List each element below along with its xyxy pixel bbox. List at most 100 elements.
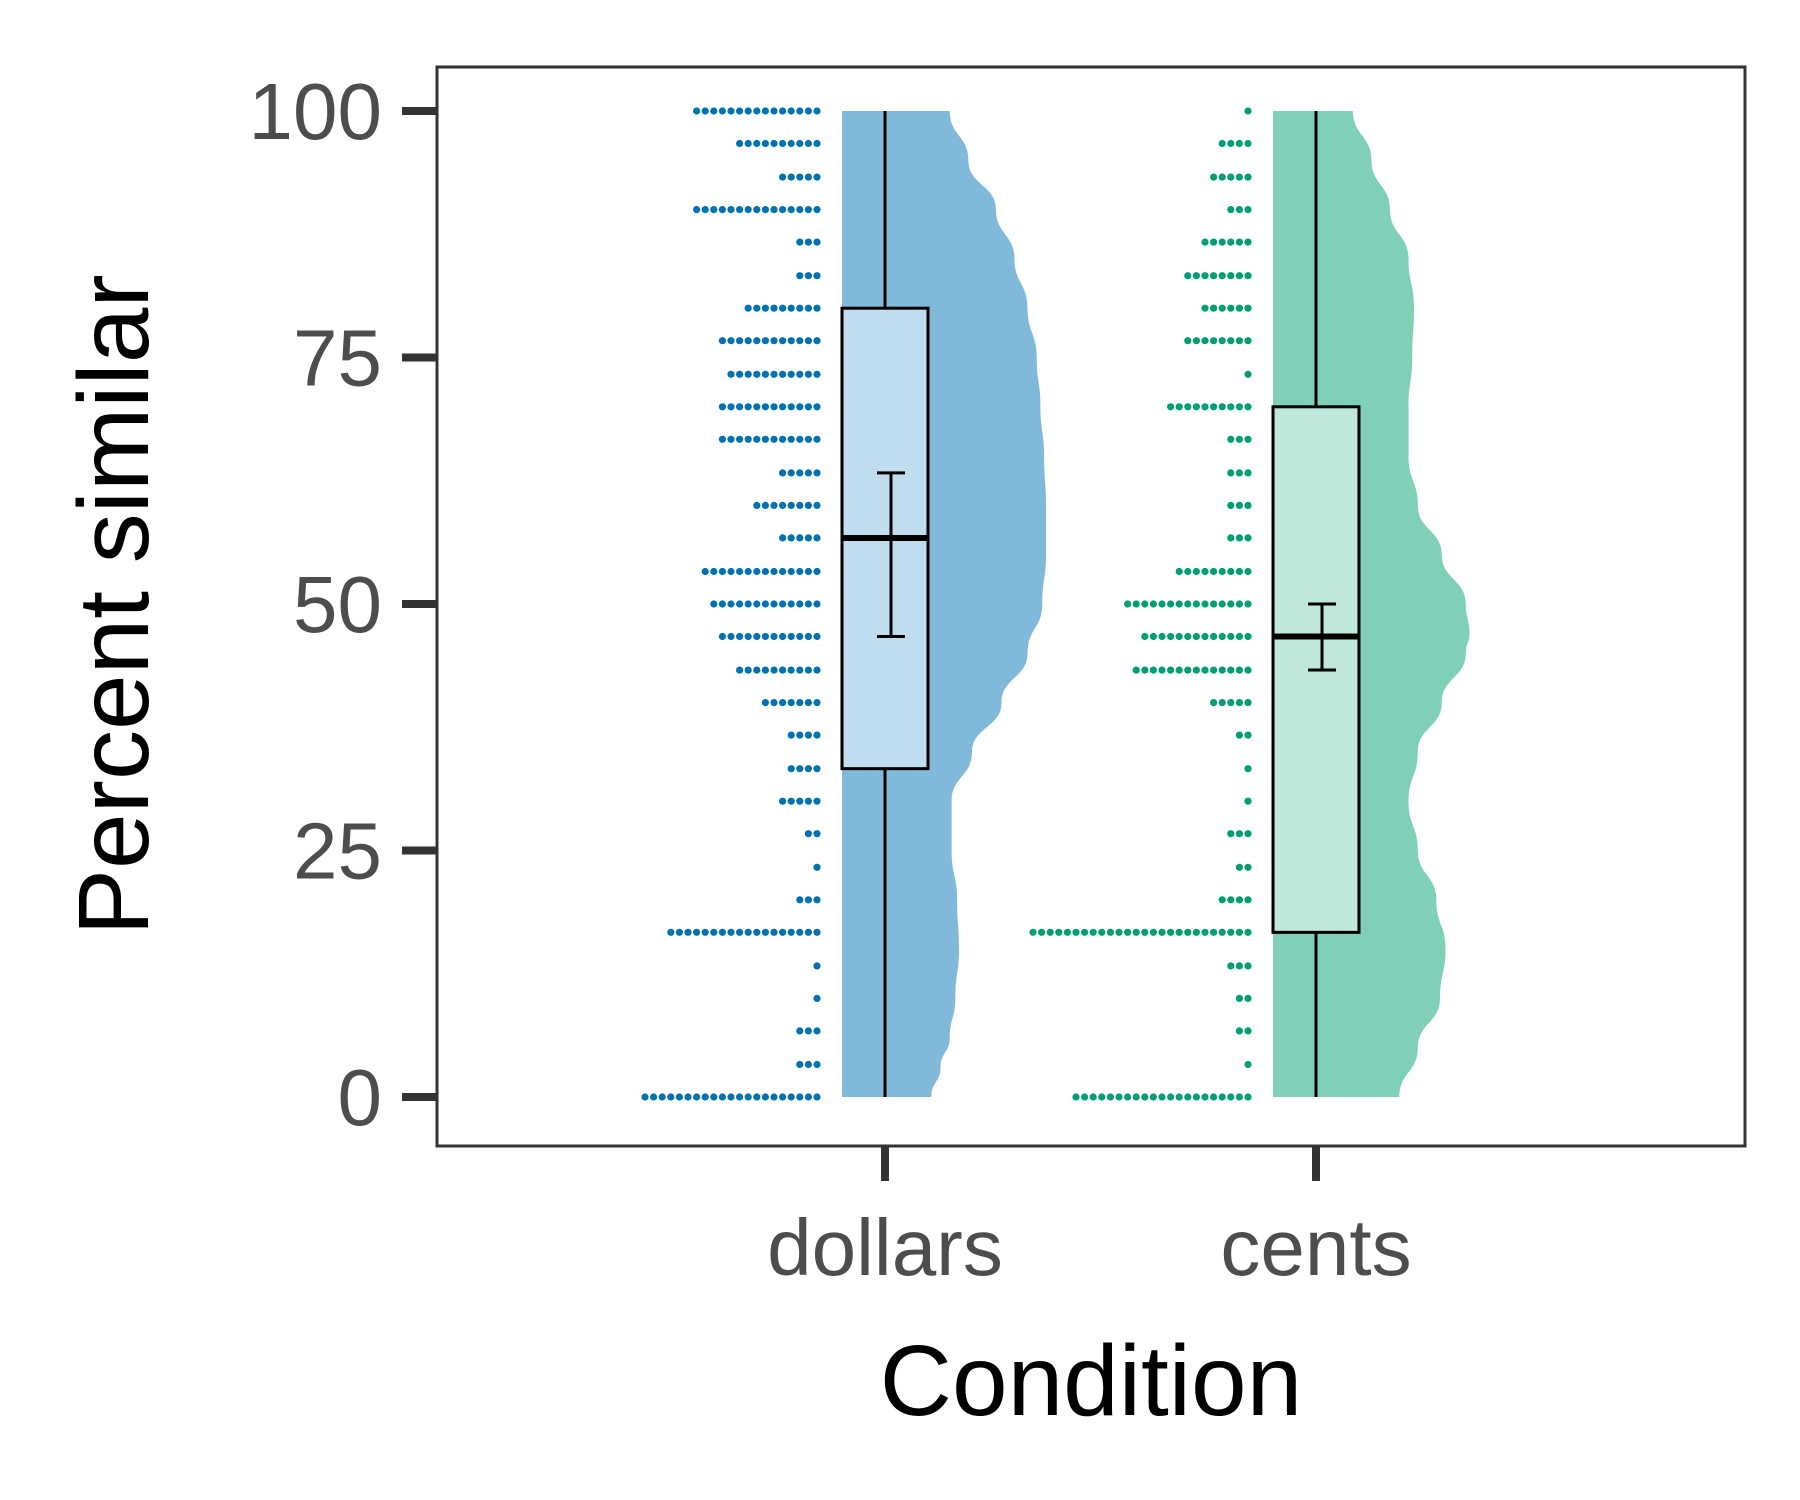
- dot-dollars: [675, 928, 684, 936]
- dot-dollars: [761, 1093, 770, 1101]
- dot-cents: [1210, 238, 1218, 246]
- dot-dollars: [796, 1093, 804, 1101]
- dot-dollars: [787, 403, 795, 411]
- dot-cents: [1201, 666, 1209, 674]
- dot-dollars: [770, 567, 778, 576]
- dot-dollars: [770, 139, 778, 148]
- dot-cents: [1235, 863, 1243, 871]
- dot-dollars: [770, 501, 778, 509]
- dot-dollars: [804, 272, 813, 280]
- dot-dollars: [787, 206, 795, 214]
- dot-dollars: [813, 699, 821, 707]
- dot-dollars: [718, 567, 727, 576]
- dot-dollars: [718, 107, 727, 115]
- dot-dollars: [787, 632, 795, 641]
- dot-dollars: [796, 666, 804, 674]
- dot-cents: [1235, 699, 1243, 707]
- dot-dollars: [813, 435, 821, 443]
- dot-dollars: [770, 632, 778, 641]
- dot-cents: [1244, 567, 1252, 576]
- dot-cents: [1184, 600, 1192, 608]
- dot-dollars: [744, 632, 752, 641]
- dot-cents: [1235, 962, 1243, 970]
- dot-dollars: [701, 107, 709, 115]
- dot-dollars: [804, 337, 813, 345]
- dot-dollars: [796, 139, 804, 148]
- dot-dollars: [761, 107, 770, 115]
- dot-dollars: [804, 238, 813, 246]
- dot-dollars: [770, 1093, 778, 1101]
- dot-cents: [1227, 238, 1235, 246]
- dot-dollars: [796, 731, 804, 739]
- dot-dollars: [804, 370, 813, 378]
- dot-dollars: [804, 830, 813, 838]
- dot-cents: [1192, 403, 1200, 411]
- dot-dollars: [736, 600, 744, 608]
- dot-cents: [1244, 994, 1252, 1003]
- dot-dollars: [736, 567, 744, 576]
- dot-dollars: [796, 928, 804, 936]
- dot-dollars: [787, 534, 795, 542]
- dot-cents: [1210, 272, 1218, 280]
- dot-dollars: [770, 206, 778, 214]
- dot-cents: [1244, 370, 1252, 378]
- dot-dollars: [804, 797, 813, 805]
- dot-cents: [1132, 928, 1140, 936]
- dot-dollars: [813, 632, 821, 641]
- dot-cents: [1210, 304, 1218, 312]
- dot-cents: [1227, 469, 1235, 477]
- dot-dollars: [787, 435, 795, 443]
- dot-dollars: [779, 699, 787, 707]
- y-tick-label-0: 0: [338, 1053, 383, 1142]
- dot-dollars: [727, 370, 735, 378]
- dot-cents: [1244, 632, 1252, 641]
- dot-cents: [1184, 666, 1192, 674]
- dot-dollars: [813, 304, 821, 312]
- dot-cents: [1210, 600, 1218, 608]
- dot-cents: [1210, 699, 1218, 707]
- dot-dollars: [787, 666, 795, 674]
- dot-cents: [1158, 632, 1166, 641]
- dot-dollars: [710, 1093, 718, 1101]
- dot-cents: [1149, 632, 1157, 641]
- dot-dollars: [779, 435, 787, 443]
- dot-dollars: [796, 797, 804, 805]
- dot-dollars: [779, 337, 787, 345]
- dot-cents: [1192, 567, 1200, 576]
- dot-dollars: [813, 337, 821, 345]
- dot-cents: [1192, 632, 1200, 641]
- dot-dollars: [684, 928, 692, 936]
- dot-dollars: [770, 337, 778, 345]
- dot-cents: [1201, 238, 1209, 246]
- dot-cents: [1038, 928, 1046, 936]
- dot-cents: [1235, 567, 1243, 576]
- dot-dollars: [796, 1027, 804, 1035]
- dot-cents: [1210, 567, 1218, 576]
- dot-cents: [1227, 1093, 1235, 1101]
- dot-dollars: [813, 238, 821, 246]
- dot-dollars: [701, 567, 709, 576]
- dot-dollars: [813, 765, 821, 773]
- x-axis: dollars cents: [767, 1146, 1412, 1292]
- dot-cents: [1141, 632, 1149, 641]
- dot-dollars: [736, 206, 744, 214]
- dot-cents: [1235, 994, 1243, 1003]
- dot-cents: [1227, 272, 1235, 280]
- dot-dollars: [779, 632, 787, 641]
- dot-cents: [1244, 666, 1252, 674]
- dot-cents: [1175, 567, 1183, 576]
- dot-dollars: [770, 370, 778, 378]
- dot-dollars: [813, 567, 821, 576]
- dot-dollars: [718, 206, 727, 214]
- dot-dollars: [804, 206, 813, 214]
- dot-cents: [1244, 206, 1252, 214]
- dot-dollars: [710, 567, 718, 576]
- dot-cents: [1141, 666, 1149, 674]
- dot-dollars: [761, 370, 770, 378]
- dot-dollars: [813, 173, 821, 181]
- dot-dollars: [744, 1093, 752, 1101]
- dot-dollars: [701, 206, 709, 214]
- dot-dollars: [796, 435, 804, 443]
- dot-dollars: [650, 1093, 658, 1101]
- dot-dollars: [761, 139, 770, 148]
